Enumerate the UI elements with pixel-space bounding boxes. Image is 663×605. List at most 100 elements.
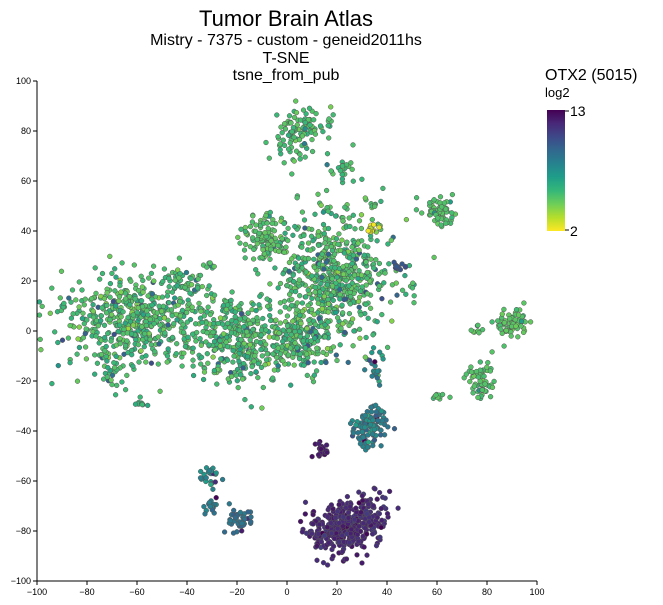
cell-point <box>380 185 386 192</box>
cell-point <box>264 296 270 302</box>
cell-point <box>356 247 362 253</box>
cell-point <box>145 293 151 299</box>
cell-point <box>204 330 210 336</box>
cell-point <box>318 280 324 287</box>
cell-point <box>378 443 384 449</box>
cell-point <box>508 333 514 339</box>
y-tick-label: 0 <box>26 326 31 336</box>
cell-point <box>189 304 195 310</box>
cell-point <box>107 280 114 287</box>
cell-point <box>128 347 135 354</box>
cell-point <box>198 342 204 348</box>
cell-point <box>336 520 342 526</box>
cell-point <box>114 382 120 389</box>
cell-point <box>193 338 199 344</box>
cell-point <box>301 232 307 239</box>
cell-point <box>293 148 300 154</box>
cell-point <box>239 520 245 526</box>
cell-point <box>275 285 281 291</box>
cell-point <box>239 376 246 382</box>
cell-point <box>237 509 244 516</box>
cell-point <box>349 316 356 322</box>
colorbar-min-label: 2 <box>570 223 578 239</box>
cell-point <box>255 374 261 381</box>
cell-point <box>79 315 86 322</box>
cell-point <box>255 271 261 277</box>
cell-point <box>313 329 319 335</box>
cell-point <box>332 265 338 271</box>
cell-point <box>501 306 507 313</box>
cell-point <box>501 320 508 326</box>
cell-point <box>318 539 325 545</box>
cell-point <box>317 289 323 295</box>
cell-point <box>89 295 95 302</box>
cell-point <box>76 279 82 285</box>
cell-point <box>250 235 256 241</box>
cell-point <box>335 241 341 247</box>
cell-point <box>316 315 322 321</box>
cell-point <box>285 352 292 358</box>
cell-point <box>279 130 285 136</box>
cell-point <box>297 312 303 318</box>
cell-point <box>309 148 316 155</box>
cell-point <box>284 282 290 289</box>
cell-point <box>495 318 501 324</box>
cell-point <box>169 334 176 341</box>
cell-point <box>324 449 330 456</box>
cell-point <box>104 302 110 309</box>
cell-point <box>156 341 162 347</box>
cell-point <box>259 405 265 411</box>
cell-point <box>312 335 318 341</box>
cell-point <box>268 246 274 252</box>
cell-point <box>357 335 363 341</box>
cell-point <box>174 341 180 347</box>
cell-point <box>337 247 344 253</box>
cell-point <box>370 503 377 509</box>
cell-point <box>266 155 272 161</box>
cell-point <box>481 373 487 379</box>
cell-point <box>164 353 171 359</box>
cell-point <box>157 322 163 328</box>
cell-point <box>82 344 89 350</box>
cell-point <box>351 328 357 334</box>
cell-point <box>347 503 353 510</box>
cell-point <box>319 274 325 280</box>
cell-point <box>138 348 144 354</box>
cell-point <box>350 212 356 218</box>
cell-point <box>302 499 309 505</box>
cell-point <box>289 302 295 308</box>
cell-point <box>304 351 310 357</box>
cell-point <box>98 317 104 324</box>
cell-point <box>349 244 355 250</box>
cell-point <box>340 218 346 224</box>
cell-point <box>146 330 152 337</box>
cell-point <box>379 311 385 318</box>
cell-point <box>254 236 260 243</box>
cell-point <box>294 307 300 313</box>
cell-point <box>104 358 110 364</box>
cell-point <box>489 384 496 391</box>
cell-point <box>518 318 525 324</box>
cell-point <box>207 503 213 510</box>
cell-point <box>358 212 365 218</box>
cell-point <box>70 311 76 317</box>
cell-point <box>344 493 351 500</box>
cell-point <box>211 263 217 270</box>
cell-point <box>226 501 232 507</box>
cell-point <box>239 528 245 534</box>
cell-point <box>245 310 251 316</box>
cell-point <box>348 530 354 537</box>
cell-point <box>346 215 352 221</box>
cell-point <box>67 360 73 366</box>
cell-point <box>184 319 190 325</box>
cell-point <box>58 268 65 274</box>
cell-point <box>95 323 101 329</box>
cell-point <box>201 503 207 510</box>
cell-point <box>253 267 259 273</box>
cell-point <box>345 515 352 521</box>
cell-point <box>198 308 204 314</box>
cell-point <box>468 327 474 333</box>
cell-point <box>238 337 244 343</box>
cell-point <box>489 319 495 325</box>
cell-point <box>372 203 378 210</box>
